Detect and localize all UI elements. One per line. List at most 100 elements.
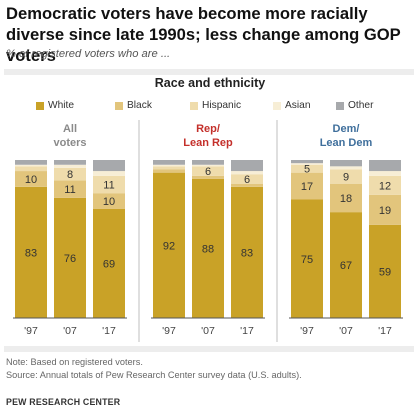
top-stripe xyxy=(4,69,414,75)
x-tick-dem-07: '07 xyxy=(339,325,353,337)
bar-rep-07-black xyxy=(192,175,224,179)
bar-all-97-hispanic xyxy=(15,166,47,172)
legend-label-black: Black xyxy=(127,100,152,111)
data-label-rep-17-hispanic: 6 xyxy=(244,174,250,186)
bar-rep-97-white xyxy=(153,172,185,318)
bar-dem-17-other xyxy=(369,160,401,172)
bar-all-17-black xyxy=(93,193,125,209)
bar-dem-17-white xyxy=(369,224,401,318)
data-label-dem-07-black: 18 xyxy=(340,193,352,205)
bar-rep-07-other xyxy=(192,160,224,165)
data-label-dem-07-hispanic: 9 xyxy=(343,172,349,184)
legend-label-asian: Asian xyxy=(285,100,311,111)
legend-item-asian: Asian xyxy=(273,100,310,111)
legend-swatch-other xyxy=(336,101,344,110)
legend-swatch-white xyxy=(36,101,44,110)
legend-swatch-asian xyxy=(273,101,281,110)
x-tick-rep-97: '97 xyxy=(162,325,176,337)
bar-all-07-other xyxy=(54,160,86,165)
group-label-dem-line2: Lean Dem xyxy=(320,137,373,149)
bar-rep-07-hispanic xyxy=(192,166,224,176)
x-tick-rep-17: '17 xyxy=(240,325,254,337)
bar-dem-17-asian xyxy=(369,171,401,176)
chart-subtitle: % of registered voters who are ... xyxy=(6,48,171,60)
group-label-rep-line2: Lean Rep xyxy=(183,137,233,149)
bar-dem-07-asian xyxy=(330,166,362,170)
bar-rep-97-black xyxy=(153,169,185,173)
legend-item-other: Other xyxy=(336,100,373,111)
legend-label-other: Other xyxy=(348,100,374,111)
data-label-dem-97-hispanic: 5 xyxy=(304,164,310,176)
bar-all-97-asian xyxy=(15,164,47,167)
data-label-rep-07-hispanic: 6 xyxy=(205,166,211,178)
chart-source: Source: Annual totals of Pew Research Ce… xyxy=(6,370,302,380)
data-label-dem-07-white: 67 xyxy=(340,260,352,272)
bar-rep-17-white xyxy=(231,186,263,318)
x-tick-all-97: '97 xyxy=(24,325,38,337)
data-label-dem-17-hispanic: 12 xyxy=(379,180,391,192)
bar-dem-17-black xyxy=(369,194,401,225)
group-label-all-line2: voters xyxy=(53,137,86,149)
bar-all-17-other xyxy=(93,160,125,172)
legend-swatch-black xyxy=(115,101,123,110)
legend-item-white: White xyxy=(36,100,74,111)
bar-dem-97-white xyxy=(291,199,323,318)
bar-all-07-hispanic xyxy=(54,167,86,181)
data-label-all-17-hispanic: 11 xyxy=(103,179,114,191)
bar-dem-07-black xyxy=(330,183,362,213)
x-tick-dem-97: '97 xyxy=(300,325,314,337)
bar-all-17-white xyxy=(93,208,125,318)
bar-rep-17-other xyxy=(231,160,263,172)
chart-title: Democratic voters have become more racia… xyxy=(6,4,401,65)
bar-dem-97-other xyxy=(291,160,323,164)
bar-all-97-white xyxy=(15,186,47,318)
bar-dem-07-hispanic xyxy=(330,169,362,184)
bar-rep-97-hispanic xyxy=(153,166,185,170)
data-label-all-17-black: 10 xyxy=(103,196,115,208)
data-label-all-07-hispanic: 8 xyxy=(67,169,73,181)
chart-note: Note: Based on registered voters. xyxy=(6,357,143,367)
bar-all-07-asian xyxy=(54,164,86,168)
bar-all-97-black xyxy=(15,171,47,187)
footer-org: PEW RESEARCH CENTER xyxy=(6,397,121,407)
bar-dem-97-asian xyxy=(291,163,323,165)
bar-rep-17-asian xyxy=(231,171,263,175)
data-label-all-07-white: 76 xyxy=(64,253,76,265)
data-label-dem-97-white: 75 xyxy=(301,254,313,266)
legend-item-black: Black xyxy=(115,100,152,111)
group-label-rep-line1: Rep/ xyxy=(196,123,220,135)
bar-all-97-other xyxy=(15,160,47,165)
bar-dem-97-hispanic xyxy=(291,164,323,173)
bar-dem-97-black xyxy=(291,172,323,200)
bar-dem-07-white xyxy=(330,212,362,318)
data-label-dem-17-black: 19 xyxy=(379,205,391,217)
bar-rep-07-asian xyxy=(192,164,224,167)
bar-dem-17-hispanic xyxy=(369,175,401,195)
bar-rep-97-asian xyxy=(153,164,185,167)
group-label-dem-line1: Dem/ xyxy=(333,123,360,135)
legend: White Black Hispanic Asian Other xyxy=(8,100,408,114)
panel-title: Race and ethnicity xyxy=(154,76,266,90)
data-label-rep-17-white: 83 xyxy=(241,247,253,259)
data-label-all-97-white: 83 xyxy=(25,247,37,259)
bar-rep-07-white xyxy=(192,178,224,318)
group-label-all-line1: All xyxy=(63,123,77,135)
data-label-dem-97-black: 17 xyxy=(301,181,313,193)
data-label-all-07-black: 11 xyxy=(64,184,75,196)
legend-swatch-hispanic xyxy=(190,101,198,110)
x-tick-all-17: '17 xyxy=(102,325,116,337)
legend-label-white: White xyxy=(48,100,75,111)
data-label-rep-07-white: 88 xyxy=(202,243,214,255)
bar-all-17-hispanic xyxy=(93,175,125,194)
x-tick-rep-07: '07 xyxy=(201,325,215,337)
data-label-rep-97-white: 92 xyxy=(163,240,175,252)
x-tick-all-07: '07 xyxy=(63,325,77,337)
bar-all-07-white xyxy=(54,197,86,318)
bar-rep-17-hispanic xyxy=(231,174,263,184)
bar-rep-97-other xyxy=(153,160,185,165)
legend-item-hispanic: Hispanic xyxy=(190,100,241,111)
data-label-all-97-black: 10 xyxy=(25,174,37,186)
bottom-stripe xyxy=(4,346,414,352)
bar-dem-07-other xyxy=(330,160,362,167)
